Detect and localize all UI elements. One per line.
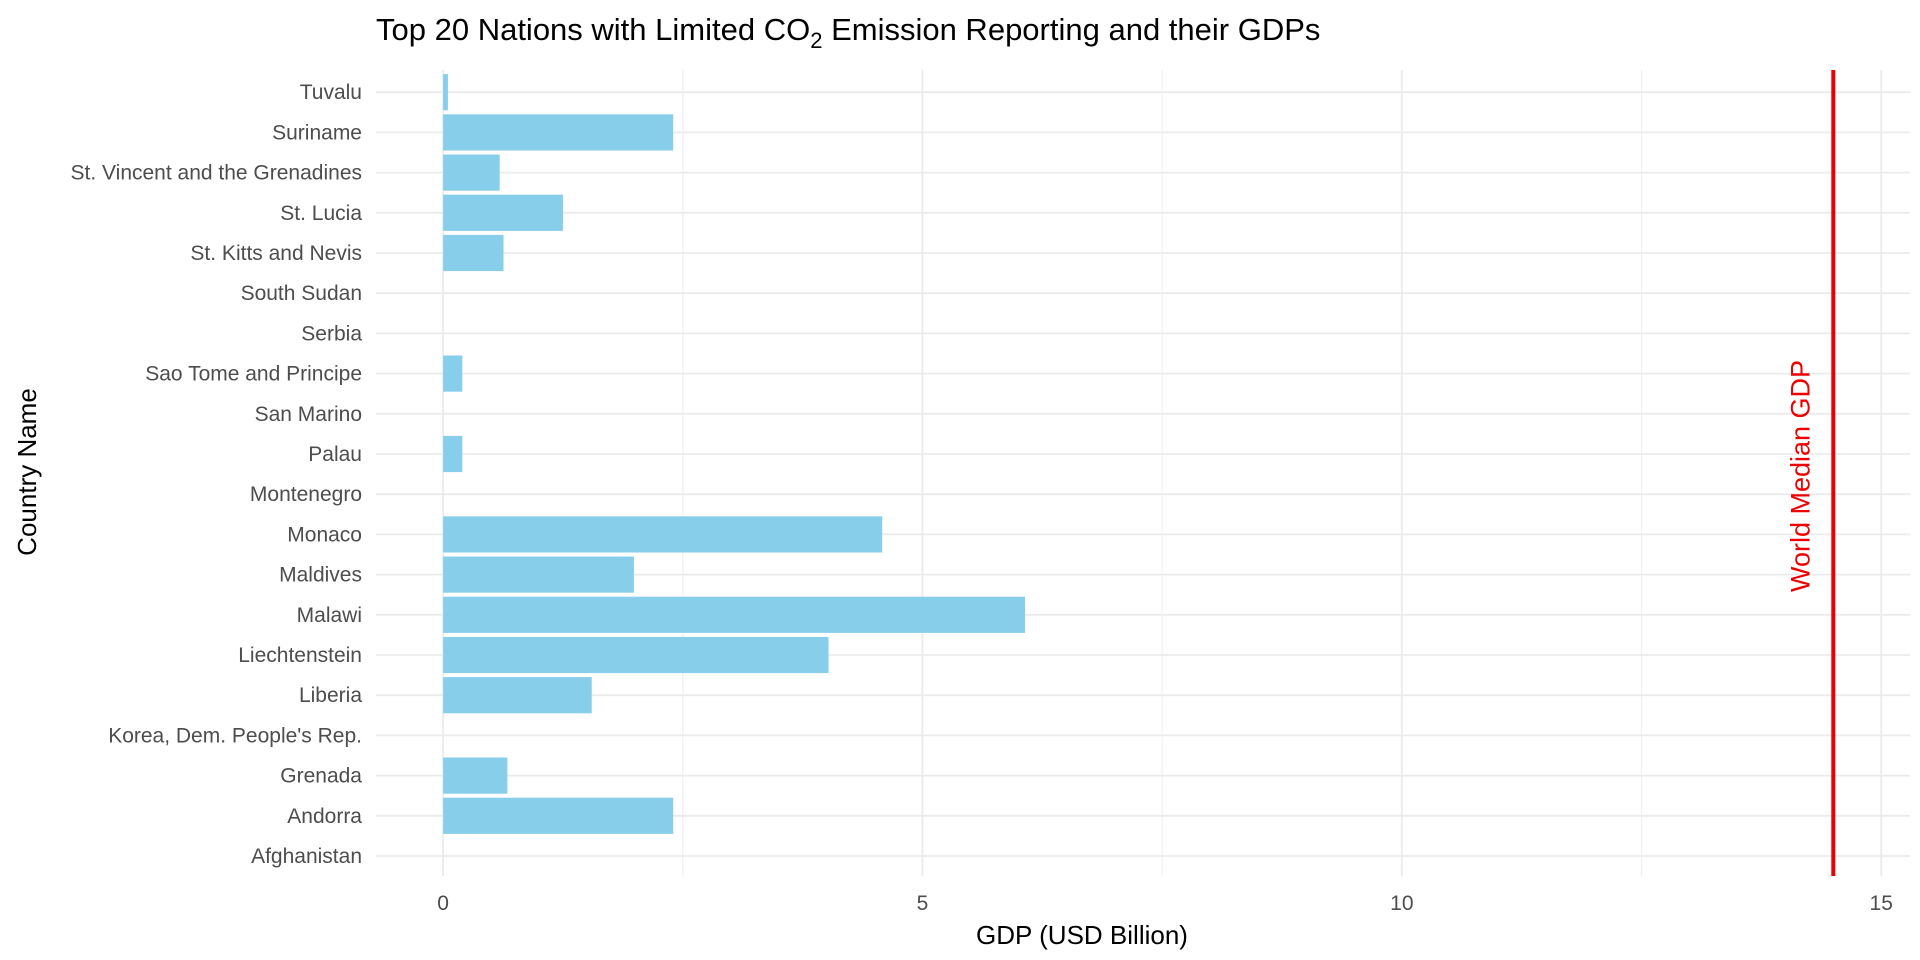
y-tick-label: Montenegro: [250, 483, 362, 506]
y-tick-label: Korea, Dem. People's Rep.: [108, 724, 362, 747]
y-tick-label: Monaco: [287, 523, 362, 546]
y-tick-label: Sao Tome and Principe: [145, 363, 362, 386]
y-tick-label: Grenada: [280, 765, 362, 788]
bar: [443, 556, 634, 593]
bar: [443, 797, 674, 834]
bar: [443, 154, 500, 191]
y-tick-label: Afghanistan: [251, 845, 362, 868]
y-tick-label: Andorra: [287, 805, 362, 828]
bar: [443, 677, 592, 714]
y-axis-title: Country Name: [12, 388, 42, 556]
bar: [443, 234, 504, 272]
y-tick-label: Liechtenstein: [238, 644, 362, 667]
bar: [443, 435, 463, 473]
bar: [443, 74, 448, 111]
y-tick-labels: Afghanistan Andorra Grenada Korea, Dem. Peo…: [71, 81, 363, 868]
y-tick-label: Maldives: [279, 564, 362, 587]
bar: [443, 194, 563, 231]
x-tick-label: 0: [437, 892, 449, 915]
y-tick-label: Serbia: [301, 322, 362, 345]
y-tick-label: Palau: [308, 443, 362, 466]
chart-title: Top 20 Nations with Limited CO2 Emission…: [376, 12, 1320, 53]
y-tick-label: St. Lucia: [280, 202, 362, 225]
x-tick-label: 15: [1870, 892, 1893, 915]
bar: [443, 636, 829, 674]
y-tick-label: Suriname: [272, 121, 362, 144]
x-tick-label: 5: [917, 892, 929, 915]
bar: [443, 516, 883, 553]
bar: [443, 114, 674, 151]
bars: [443, 74, 1026, 834]
reference-line-label: World Median GDP: [1785, 360, 1815, 592]
bar: [443, 757, 508, 794]
y-tick-label: St. Vincent and the Grenadines: [71, 162, 362, 185]
y-tick-label: South Sudan: [241, 282, 362, 305]
y-tick-label: San Marino: [255, 403, 362, 426]
y-tick-label: Liberia: [299, 684, 362, 707]
bar: [443, 355, 463, 392]
x-tick-label: 10: [1390, 892, 1413, 915]
x-tick-labels: 0 5 10 15: [437, 892, 1893, 915]
y-tick-label: Tuvalu: [300, 81, 362, 104]
reference-line-group: World Median GDP: [1785, 70, 1836, 876]
bar: [443, 596, 1026, 633]
x-axis-title: GDP (USD Billion): [976, 920, 1188, 950]
y-tick-label: Malawi: [297, 604, 362, 627]
y-tick-label: St. Kitts and Nevis: [190, 242, 362, 265]
